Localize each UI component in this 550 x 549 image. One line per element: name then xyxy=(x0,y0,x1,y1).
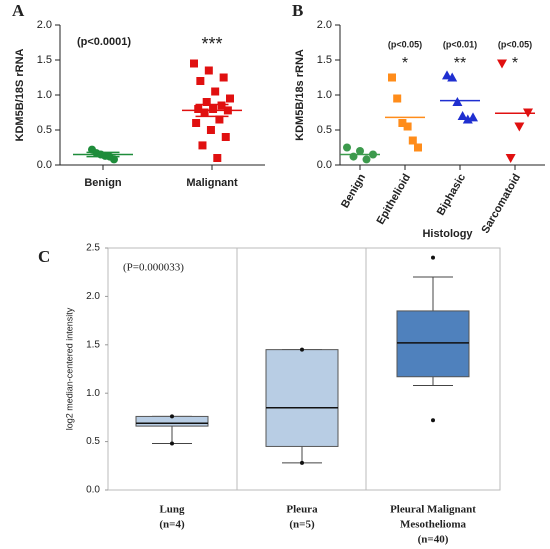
y-tick-label: 1.5 xyxy=(86,339,100,350)
annotation: * xyxy=(402,55,408,72)
point xyxy=(194,105,203,113)
y-tick-label: 0.0 xyxy=(86,485,100,496)
point xyxy=(190,59,198,68)
y-tick-label: 0.0 xyxy=(317,159,332,171)
y-tick-label: 2.0 xyxy=(86,291,100,302)
y-tick-label: 2.5 xyxy=(86,243,100,254)
y-tick-label: 1.5 xyxy=(317,54,332,66)
panel-letter: B xyxy=(292,1,303,20)
y-tick-label: 0.0 xyxy=(37,159,52,171)
point xyxy=(447,72,458,82)
flier xyxy=(431,418,435,423)
annotation: ** xyxy=(454,55,466,72)
point xyxy=(226,94,234,103)
point xyxy=(393,94,402,103)
panel-letter: A xyxy=(12,1,25,20)
y-tick-label: 0.5 xyxy=(86,436,100,447)
annotation: (p<0.05) xyxy=(498,39,532,49)
point xyxy=(408,136,417,145)
point xyxy=(202,98,211,106)
box xyxy=(396,310,470,378)
annotation: * xyxy=(512,55,518,72)
x-tick-label: Biphasic xyxy=(435,172,468,218)
flier xyxy=(431,255,435,260)
point xyxy=(215,115,224,124)
point xyxy=(209,105,218,113)
x-tick-label: Sarcomatoid xyxy=(479,172,523,236)
point xyxy=(221,133,230,141)
y-tick-label: 0.5 xyxy=(317,124,332,136)
flier xyxy=(300,460,304,465)
point xyxy=(505,154,516,163)
annotation: (p<0.01) xyxy=(443,39,477,49)
point xyxy=(196,77,205,85)
point xyxy=(497,59,507,69)
point xyxy=(200,108,209,117)
x-tick-label: (n=40) xyxy=(418,534,449,546)
x-tick-label: Lung xyxy=(159,504,185,516)
annotation: (P=0.000033) xyxy=(123,262,184,274)
point xyxy=(206,126,215,134)
point xyxy=(204,66,213,75)
point xyxy=(217,101,226,110)
point xyxy=(211,87,220,96)
flier xyxy=(170,414,174,419)
y-axis-label: KDM5B/18S rRNA xyxy=(14,48,26,141)
y-tick-label: 0.5 xyxy=(37,124,52,136)
point xyxy=(388,73,396,82)
x-tick-label: Malignant xyxy=(186,177,238,189)
x-tick-label: (n=5) xyxy=(289,519,315,531)
y-tick-label: 1.0 xyxy=(37,89,52,101)
x-tick-label: (n=4) xyxy=(159,519,185,531)
y-axis-label: KDM5B/18s rRNA xyxy=(294,49,306,141)
y-axis-label: log2 median-centered intensity xyxy=(64,307,74,430)
annotation: (p<0.05) xyxy=(388,39,422,49)
y-tick-label: 2.0 xyxy=(317,19,332,31)
panel-letter: C xyxy=(38,247,50,266)
point xyxy=(403,122,412,131)
x-tick-label: Mesothelioma xyxy=(400,519,466,531)
x-tick-label: Epithelioid xyxy=(375,172,414,227)
x-tick-label: Pleural Malignant xyxy=(390,504,476,516)
annotation: (p<0.0001) xyxy=(77,36,131,48)
x-tick-label: Benign xyxy=(339,172,368,211)
point xyxy=(414,143,422,152)
flier xyxy=(300,347,304,352)
point xyxy=(398,119,407,127)
point xyxy=(468,112,478,122)
plot-frame xyxy=(107,247,501,491)
point xyxy=(213,154,222,162)
point xyxy=(362,155,371,164)
y-tick-label: 1.5 xyxy=(37,54,52,66)
point xyxy=(110,155,118,164)
x-tick-label: Pleura xyxy=(286,504,318,516)
point xyxy=(442,70,452,80)
point xyxy=(514,122,525,132)
point xyxy=(198,141,207,150)
point xyxy=(457,111,468,120)
y-tick-label: 2.0 xyxy=(37,19,52,31)
point xyxy=(356,147,364,155)
y-tick-label: 1.0 xyxy=(86,388,100,399)
point xyxy=(343,143,351,152)
x-axis-label: Histology xyxy=(422,228,473,240)
box xyxy=(265,349,339,447)
y-tick-label: 1.0 xyxy=(317,89,332,101)
point xyxy=(452,97,463,106)
flier xyxy=(170,441,174,446)
annotation: *** xyxy=(201,34,222,54)
x-tick-label: Benign xyxy=(84,177,122,189)
point xyxy=(192,119,201,127)
point xyxy=(219,73,228,82)
